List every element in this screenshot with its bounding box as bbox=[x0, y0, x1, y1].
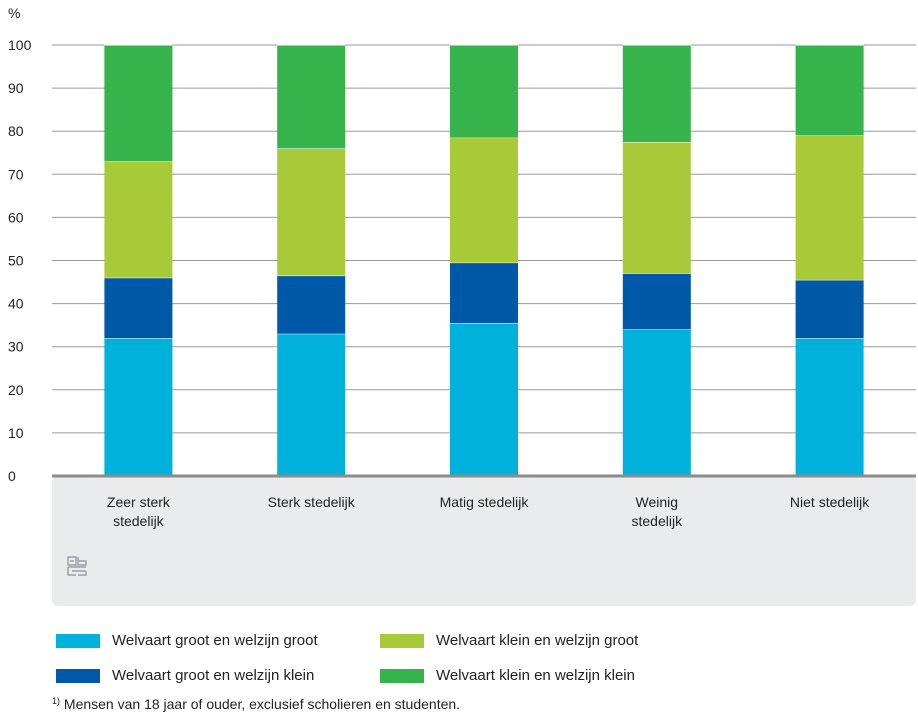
category-label-line: stedelijk bbox=[632, 513, 684, 529]
y-tick-label: 70 bbox=[8, 166, 24, 182]
bar-segment bbox=[450, 262, 518, 323]
bar-segment bbox=[622, 141, 691, 274]
footnote: 1) Mensen van 18 jaar of ouder, exclusie… bbox=[52, 696, 460, 712]
bar-segment bbox=[104, 338, 173, 476]
y-tick-label: 100 bbox=[8, 37, 32, 53]
bar-segment bbox=[104, 277, 173, 339]
y-tick-label: 80 bbox=[8, 123, 24, 139]
y-tick-label: 10 bbox=[8, 425, 24, 441]
category-labels: Zeer sterk stedelijk Sterk stedelijk Matig … bbox=[107, 494, 870, 529]
y-unit-label: % bbox=[8, 5, 20, 21]
legend-item: Welvaart groot en welzijn klein bbox=[56, 667, 314, 684]
y-tick-label: 40 bbox=[8, 296, 24, 312]
y-tick-label: 20 bbox=[8, 382, 24, 398]
bar-segment bbox=[622, 273, 691, 330]
bar-segment bbox=[277, 45, 346, 149]
footnote-marker: 1) bbox=[52, 696, 61, 706]
category-axis-panel bbox=[52, 476, 916, 606]
category-label-line: Niet stedelijk bbox=[790, 494, 870, 510]
category-label: Niet stedelijk bbox=[790, 494, 870, 510]
legend-label: Welvaart klein en welzijn groot bbox=[436, 632, 639, 649]
category-label-line: Sterk stedelijk bbox=[268, 494, 356, 510]
bar-segment bbox=[104, 45, 173, 162]
category-label: Weinig stedelijk bbox=[632, 494, 684, 529]
legend-item: Welvaart groot en welzijn groot bbox=[56, 632, 318, 649]
legend-swatch bbox=[380, 668, 424, 683]
bars-group bbox=[104, 44, 864, 476]
footnote-text: Mensen van 18 jaar of ouder, exclusief s… bbox=[60, 696, 461, 712]
bar-segment bbox=[277, 275, 346, 334]
bar-segment bbox=[795, 135, 864, 280]
y-tick-labels: 0 10 20 30 40 50 60 70 80 90 100 bbox=[8, 37, 32, 484]
legend-label: Welvaart groot en welzijn klein bbox=[112, 667, 315, 684]
bar-segment bbox=[450, 322, 518, 476]
legend-label: Welvaart klein en welzijn klein bbox=[436, 667, 635, 684]
y-tick-label: 30 bbox=[8, 339, 24, 355]
y-tick-label: 50 bbox=[8, 253, 24, 269]
bar-segment bbox=[795, 45, 864, 136]
category-label: Sterk stedelijk bbox=[268, 494, 356, 510]
bar-segment bbox=[795, 338, 864, 476]
legend-item: Welvaart klein en welzijn groot bbox=[380, 632, 638, 649]
category-label-line: Matig stedelijk bbox=[440, 494, 530, 510]
bar-segment bbox=[795, 279, 864, 339]
bar-segment bbox=[104, 161, 173, 278]
category-label: Matig stedelijk bbox=[440, 494, 530, 510]
bar-segment bbox=[450, 45, 518, 138]
bar-segment bbox=[622, 45, 691, 142]
bar-segment bbox=[277, 333, 346, 476]
stacked-bar-chart: 0 10 20 30 40 50 60 70 80 90 100 % Zeer sterk stede… bbox=[8, 5, 916, 606]
y-tick-label: 90 bbox=[8, 80, 24, 96]
category-label-line: Zeer sterk bbox=[107, 494, 171, 510]
cbs-logo bbox=[67, 556, 87, 576]
legend-label: Welvaart groot en welzijn groot bbox=[112, 632, 318, 649]
bar-segment bbox=[622, 329, 691, 476]
y-tick-label: 60 bbox=[8, 209, 24, 225]
category-label: Zeer sterk stedelijk bbox=[107, 494, 171, 529]
legend-item: Welvaart klein en welzijn klein bbox=[380, 667, 635, 684]
legend-swatch bbox=[56, 668, 100, 683]
category-label-line: Weinig bbox=[636, 494, 679, 510]
bar-segment bbox=[450, 137, 518, 263]
category-label-line: stedelijk bbox=[113, 513, 165, 529]
bar-segment bbox=[277, 148, 346, 276]
legend-swatch bbox=[56, 633, 100, 648]
y-tick-label: 0 bbox=[8, 468, 16, 484]
legend-swatch bbox=[380, 633, 424, 648]
